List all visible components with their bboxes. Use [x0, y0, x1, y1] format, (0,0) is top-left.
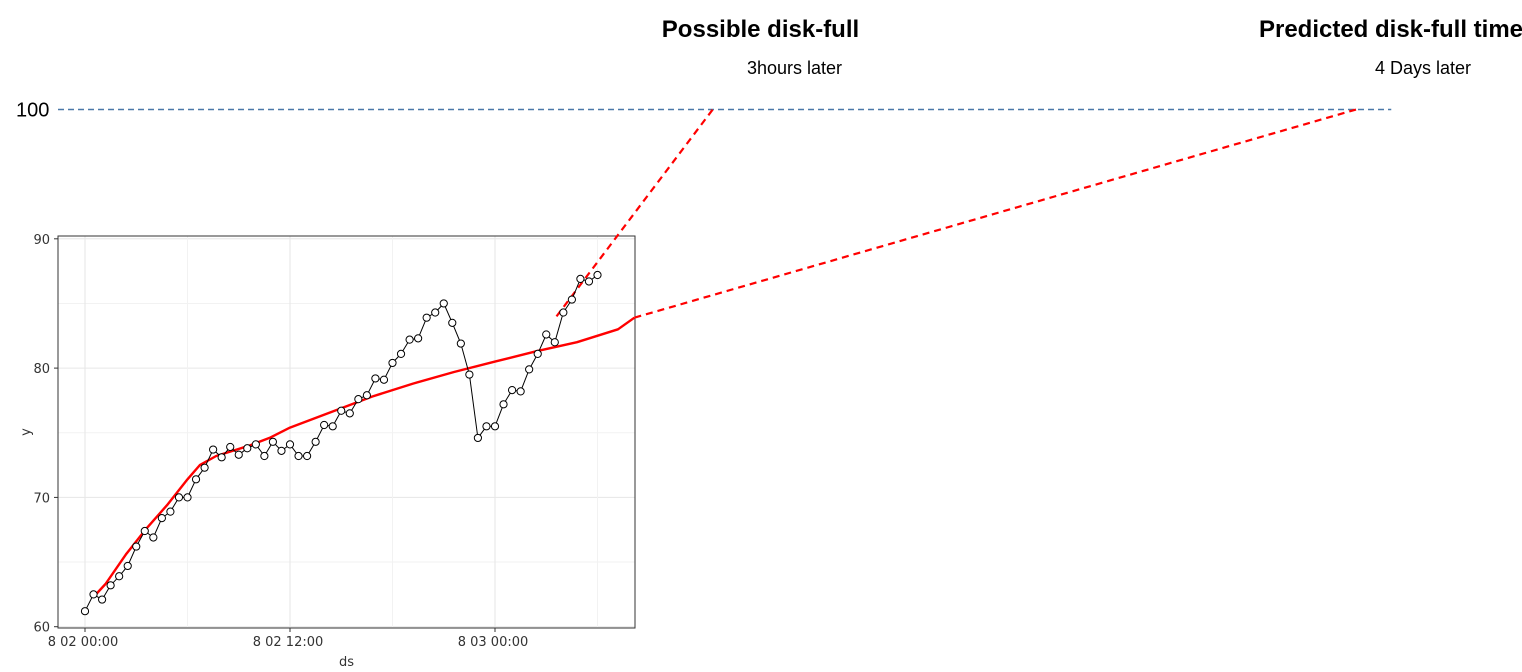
data-point — [431, 308, 440, 317]
annotation-possible-subtitle: 3hours later — [747, 58, 842, 78]
x-tick-label: 8 03 00:00 — [458, 635, 529, 650]
data-point — [89, 590, 98, 599]
x-axis-title: ds — [339, 655, 354, 670]
data-point — [448, 318, 457, 327]
x-tick-label: 8 02 00:00 — [48, 635, 119, 650]
series — [80, 270, 636, 616]
y-axis-title: y — [19, 428, 34, 436]
data-point — [567, 295, 576, 304]
data-point — [191, 475, 201, 484]
projection-lines — [555, 108, 1357, 319]
annotation-predicted-title: Predicted disk-full time — [1259, 16, 1522, 43]
data-point — [456, 339, 465, 348]
data-point — [183, 493, 192, 502]
axes: 60 70 80 90 8 02 00:00 8 02 12:00 8 03 00:00 — [33, 233, 528, 650]
data-point — [140, 526, 149, 536]
data-point — [507, 385, 517, 395]
data-point — [490, 422, 500, 431]
data-point — [157, 513, 166, 523]
series-line-2 — [92, 316, 636, 598]
series-line-0 — [84, 303, 547, 612]
data-point — [422, 313, 431, 322]
data-point — [499, 400, 508, 409]
data-point — [405, 335, 414, 344]
data-point — [320, 420, 329, 430]
data-point — [132, 542, 141, 551]
data-point — [243, 444, 252, 453]
data-point — [174, 493, 184, 502]
data-point — [388, 358, 397, 368]
projection-line-0 — [555, 108, 714, 318]
data-point — [80, 607, 90, 616]
data-point — [285, 440, 295, 449]
data-point — [277, 446, 286, 455]
data-point — [396, 349, 406, 358]
data-point — [593, 270, 602, 280]
data-point — [149, 533, 158, 542]
annotation-possible-title: Possible disk-full — [662, 16, 859, 43]
data-point — [345, 409, 354, 418]
data-point — [337, 406, 346, 415]
data-point — [516, 387, 525, 396]
data-point — [414, 334, 423, 343]
data-point — [209, 445, 218, 454]
reference-line-label: 100 — [16, 100, 49, 122]
projection-line-1 — [634, 108, 1357, 319]
data-point — [482, 422, 491, 431]
data-point — [542, 330, 551, 339]
annotation-predicted-subtitle: 4 Days later — [1375, 58, 1471, 78]
data-point — [362, 391, 371, 400]
data-point — [115, 572, 124, 581]
data-point — [123, 561, 132, 571]
data-point — [559, 308, 568, 317]
data-point — [268, 437, 278, 446]
data-point — [97, 595, 107, 604]
y-tick-label: 80 — [33, 362, 50, 377]
data-point — [226, 442, 235, 452]
data-point — [576, 274, 585, 283]
data-point — [465, 370, 474, 379]
grid — [58, 236, 635, 628]
data-point — [550, 338, 559, 347]
data-point — [379, 375, 389, 384]
data-point — [234, 450, 243, 459]
data-point — [260, 451, 269, 461]
data-point — [525, 365, 534, 374]
data-point — [439, 299, 448, 308]
data-point — [200, 463, 209, 472]
data-point — [533, 349, 542, 358]
y-tick-label: 90 — [33, 233, 50, 248]
y-tick-label: 60 — [33, 621, 50, 636]
annotations: Possible disk-full 3hours later Predicte… — [662, 16, 1522, 78]
x-tick-label: 8 02 12:00 — [253, 635, 324, 650]
data-point — [371, 374, 380, 383]
data-point — [106, 581, 115, 590]
data-point — [217, 453, 226, 462]
data-point — [354, 395, 363, 404]
data-point — [328, 422, 337, 431]
data-point — [473, 433, 483, 443]
data-point — [166, 507, 175, 516]
y-tick-label: 70 — [33, 491, 50, 506]
data-point — [294, 451, 303, 461]
data-point — [251, 440, 260, 449]
data-point — [311, 437, 320, 446]
plot-frame — [57, 235, 636, 629]
data-point — [584, 277, 594, 286]
data-point — [302, 451, 312, 461]
